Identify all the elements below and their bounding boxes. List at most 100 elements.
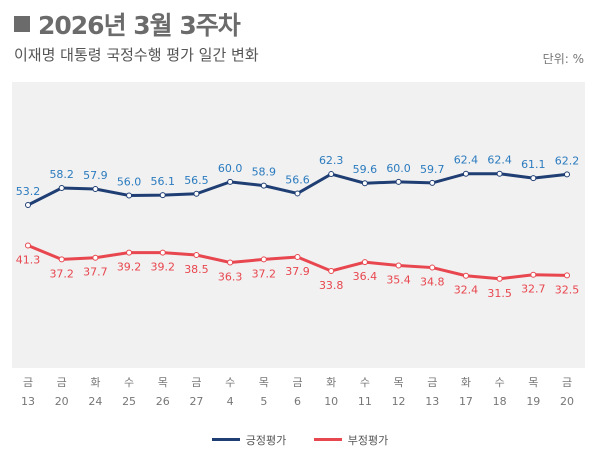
x-tick-date: 5 — [260, 395, 267, 408]
data-point — [227, 178, 234, 185]
data-label: 39.2 — [117, 261, 142, 274]
data-point — [260, 256, 267, 263]
data-point — [25, 242, 31, 249]
data-point — [564, 272, 570, 279]
data-point — [395, 178, 402, 185]
data-point — [193, 251, 200, 258]
data-label: 36.4 — [353, 270, 378, 283]
data-point — [429, 179, 436, 186]
x-tick-day: 화 — [90, 376, 100, 389]
data-label: 56.6 — [285, 173, 310, 186]
data-label: 41.3 — [16, 253, 41, 266]
x-tick-date: 13 — [425, 395, 439, 408]
x-tick-day: 목 — [158, 376, 168, 389]
title-text: 2026년 3월 3주차 — [38, 11, 241, 40]
x-tick-date: 18 — [493, 395, 507, 408]
data-label: 61.1 — [521, 158, 546, 171]
data-point — [395, 262, 402, 269]
data-label: 32.7 — [521, 283, 546, 296]
legend-swatch — [313, 438, 342, 441]
legend-label: 부정평가 — [347, 434, 389, 447]
x-tick-date: 13 — [21, 395, 35, 408]
x-tick-date: 26 — [156, 395, 170, 408]
data-label: 56.5 — [184, 174, 209, 187]
data-label: 62.4 — [454, 154, 479, 167]
x-tick-day: 금 — [191, 376, 201, 389]
x-tick-day: 수 — [495, 376, 505, 389]
data-point — [126, 249, 133, 256]
data-point — [530, 271, 537, 278]
x-tick-date: 25 — [122, 395, 136, 408]
chart-title: 2026년 3월 3주차 — [14, 6, 241, 42]
x-tick-date: 17 — [459, 395, 473, 408]
x-tick-day: 수 — [124, 376, 134, 389]
data-label: 62.2 — [555, 154, 580, 167]
x-tick-day: 화 — [326, 376, 336, 389]
data-point — [227, 259, 234, 266]
x-tick-day: 금 — [562, 376, 572, 389]
x-tick-date: 12 — [392, 395, 406, 408]
x-tick-date: 24 — [88, 395, 102, 408]
plot-area — [12, 82, 585, 368]
data-label: 59.7 — [420, 163, 445, 176]
data-label: 38.5 — [184, 263, 209, 276]
data-point — [530, 175, 537, 182]
x-tick-date: 20 — [560, 395, 574, 408]
data-label: 62.4 — [487, 154, 512, 167]
data-point — [193, 190, 200, 197]
x-tick-day: 금 — [292, 376, 302, 389]
x-tick-date: 27 — [189, 395, 203, 408]
data-label: 37.2 — [252, 267, 277, 280]
data-point — [294, 190, 301, 197]
x-tick-date: 10 — [324, 395, 338, 408]
legend: 긍정평가 부정평가 — [0, 432, 600, 448]
data-label: 60.0 — [218, 162, 243, 175]
x-tick-date: 20 — [55, 395, 69, 408]
data-point — [58, 256, 65, 263]
data-label: 39.2 — [151, 261, 176, 274]
data-label: 37.7 — [83, 266, 108, 279]
data-label: 59.6 — [353, 163, 378, 176]
x-tick-day: 금 — [57, 376, 67, 389]
data-point — [429, 264, 436, 271]
x-tick-day: 목 — [528, 376, 538, 389]
data-point — [260, 182, 267, 189]
data-label: 34.8 — [420, 276, 445, 289]
legend-label: 긍정평가 — [245, 434, 287, 447]
data-label: 31.5 — [487, 287, 512, 300]
chart-subtitle: 이재명 대통령 국정수행 평가 일간 변화 — [14, 46, 259, 64]
data-label: 58.9 — [252, 166, 277, 179]
data-point — [92, 186, 99, 193]
data-point — [361, 180, 368, 187]
unit-label: 단위: % — [542, 52, 584, 66]
x-tick-day: 수 — [360, 376, 370, 389]
title-square-icon — [14, 16, 30, 32]
data-label: 36.3 — [218, 270, 243, 283]
data-point — [159, 249, 166, 256]
data-point — [58, 185, 65, 191]
data-label: 56.1 — [151, 175, 176, 188]
data-label: 57.9 — [83, 169, 108, 182]
data-label: 53.2 — [16, 185, 41, 198]
data-label: 33.8 — [319, 279, 344, 292]
data-label: 35.4 — [386, 274, 411, 287]
data-label: 37.2 — [49, 267, 74, 280]
legend-swatch — [211, 438, 240, 441]
data-point — [496, 275, 503, 282]
data-point — [126, 192, 133, 199]
x-tick-day: 목 — [394, 376, 404, 389]
x-tick-date: 4 — [227, 395, 234, 408]
data-label: 32.4 — [454, 284, 479, 297]
data-point — [294, 254, 301, 261]
x-tick-day: 수 — [225, 376, 235, 389]
x-tick-day: 목 — [259, 376, 269, 389]
data-label: 60.0 — [386, 162, 411, 175]
data-point — [328, 267, 335, 274]
data-label: 32.5 — [555, 283, 580, 296]
data-point — [496, 170, 503, 177]
data-point — [564, 171, 570, 178]
legend-negative: 부정평가 — [313, 432, 389, 448]
data-label: 62.3 — [319, 154, 344, 167]
data-point — [328, 171, 335, 178]
